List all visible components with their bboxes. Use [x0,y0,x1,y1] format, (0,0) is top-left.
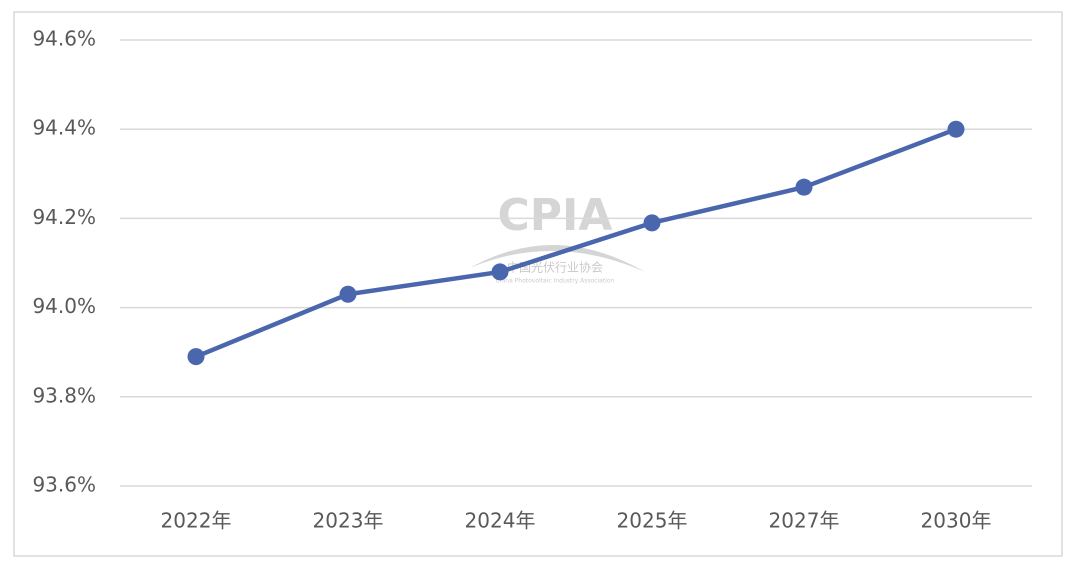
chart-border [13,11,1063,557]
y-tick-label: 94.6% [32,27,96,51]
x-tick-label: 2024年 [465,509,536,533]
x-tick-label: 2023年 [313,509,384,533]
x-tick-label: 2030年 [921,509,992,533]
y-tick-label: 94.4% [32,116,96,140]
watermark-logo: CPIA [498,190,613,241]
data-point [947,120,965,138]
watermark-arc [470,244,645,272]
data-point [643,214,661,232]
x-tick-label: 2027年 [769,509,840,533]
data-line [195,127,957,359]
x-tick-label: 2025年 [617,509,688,533]
watermark: CPIA 中国光伏行业协会 China Photovoltaic Industr… [470,190,645,285]
y-tick-label: 94.2% [32,205,96,229]
y-tick-label: 94.0% [32,294,96,318]
y-tick-label: 93.6% [32,473,96,497]
y-tick-label: 93.8% [32,383,96,407]
data-point [187,348,205,366]
data-point [795,178,813,196]
watermark-name-en: China Photovoltaic Industry Association [496,278,615,285]
data-point [491,263,509,281]
data-point [339,285,357,303]
x-tick-label: 2022年 [161,509,232,533]
